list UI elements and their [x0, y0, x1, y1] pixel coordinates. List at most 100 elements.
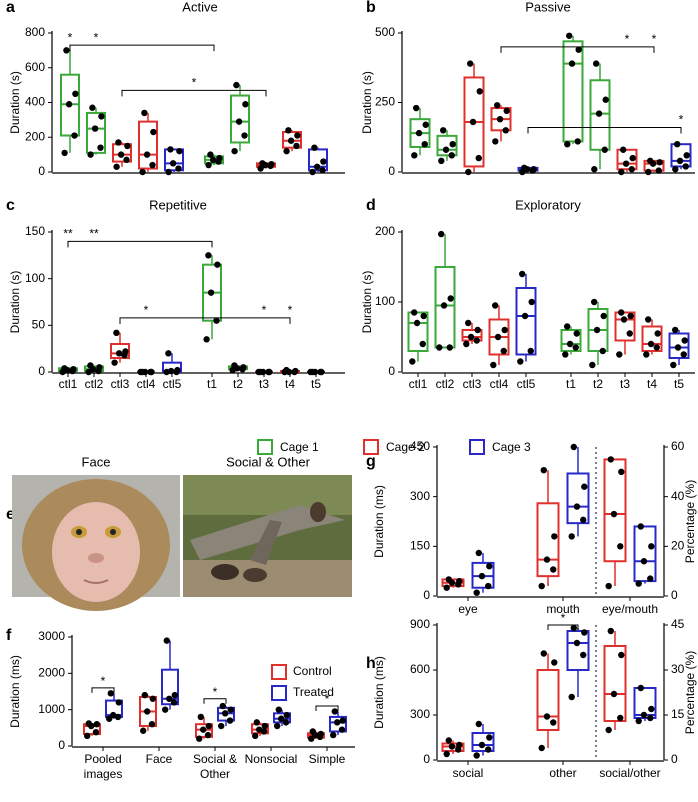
data-point — [607, 627, 614, 635]
y-tick-label: 100 — [375, 294, 395, 308]
data-point — [169, 160, 177, 167]
data-point — [593, 326, 601, 334]
legend-swatch — [363, 439, 379, 455]
y-tick-label: 0 — [388, 364, 395, 378]
data-point — [485, 582, 492, 590]
data-point — [648, 705, 655, 713]
data-point — [640, 558, 648, 565]
data-point — [420, 312, 427, 320]
significance-label: * — [144, 303, 149, 317]
data-point — [149, 695, 156, 702]
data-point — [207, 289, 215, 296]
data-point — [648, 543, 655, 550]
x-tick-label: t5 — [674, 377, 684, 391]
panel-label: f — [6, 627, 12, 644]
data-point — [469, 118, 477, 126]
significance-label: * — [625, 32, 630, 46]
y-tick-label: 0 — [58, 738, 65, 752]
data-point — [293, 142, 300, 150]
significance-bracket — [203, 698, 227, 704]
data-point — [150, 128, 157, 136]
legend-swatch — [469, 439, 485, 455]
data-point — [645, 316, 652, 323]
data-point — [448, 743, 456, 750]
data-point — [294, 132, 301, 139]
significance-bracket — [547, 624, 579, 630]
panel-label: g — [366, 453, 376, 470]
data-point — [445, 737, 452, 744]
data-point — [627, 312, 634, 320]
data-point — [607, 456, 614, 463]
x-tick-label: ctl2 — [85, 377, 104, 391]
data-point — [474, 326, 481, 334]
data-point — [442, 146, 450, 153]
y-tick-label: 150 — [410, 539, 430, 553]
data-point — [338, 726, 346, 733]
y-tick-label: 0 — [38, 364, 45, 378]
data-point — [124, 142, 131, 150]
data-point — [527, 347, 534, 355]
significance-label: * — [325, 692, 330, 706]
significance-bracket — [69, 44, 215, 52]
panel-e: e Face Social & Other — [6, 454, 352, 611]
data-point — [438, 157, 445, 165]
significance-label: * — [101, 674, 106, 688]
data-point — [626, 330, 633, 337]
data-point — [287, 137, 295, 144]
data-point — [538, 744, 545, 752]
data-point — [674, 141, 681, 148]
data-point — [465, 168, 472, 176]
data-point — [411, 152, 418, 159]
x-tick-label: t5 — [311, 377, 321, 391]
data-point — [123, 156, 130, 164]
y-tick-label: 30 — [671, 662, 685, 676]
data-point — [605, 582, 612, 590]
data-point — [568, 533, 575, 540]
data-point — [440, 302, 448, 309]
significance-label: * — [68, 30, 73, 44]
data-point — [216, 154, 223, 162]
data-point — [413, 104, 420, 112]
data-point — [274, 722, 281, 730]
data-point — [618, 168, 625, 176]
data-point — [643, 351, 650, 358]
axis-label: Duration (s) — [8, 71, 22, 134]
data-point — [70, 366, 77, 373]
y-tick-label: 45 — [671, 617, 685, 631]
y-tick-label: 60 — [671, 439, 685, 453]
data-point — [438, 230, 445, 238]
x-tick-label: Pooled images — [84, 752, 123, 781]
box — [603, 458, 627, 563]
data-point — [503, 107, 510, 115]
box — [138, 120, 158, 170]
data-point — [528, 298, 535, 306]
data-point — [167, 367, 175, 375]
data-point — [240, 364, 247, 371]
x-tick-label: t1 — [566, 377, 576, 391]
data-point — [635, 717, 642, 725]
data-point — [447, 295, 454, 302]
x-tick-label: ctl3 — [111, 377, 130, 391]
data-point — [486, 734, 493, 741]
data-point — [283, 366, 290, 374]
data-point — [448, 152, 455, 159]
data-point — [203, 336, 210, 343]
data-point — [517, 358, 524, 365]
data-point — [285, 127, 292, 134]
y-tick-label: 400 — [25, 95, 45, 109]
y-tick-label: 200 — [375, 224, 395, 238]
data-point — [205, 161, 212, 169]
data-point — [115, 350, 123, 357]
data-point — [141, 691, 148, 699]
data-point — [259, 160, 266, 167]
data-point — [166, 695, 173, 702]
data-point — [97, 144, 104, 151]
box — [164, 148, 184, 172]
data-point — [475, 549, 482, 557]
axis-label: Percentage (%) — [683, 651, 697, 734]
data-point — [260, 728, 268, 735]
x-tick-label: ctl1 — [59, 377, 78, 391]
data-point — [165, 350, 172, 357]
data-point — [419, 340, 426, 348]
